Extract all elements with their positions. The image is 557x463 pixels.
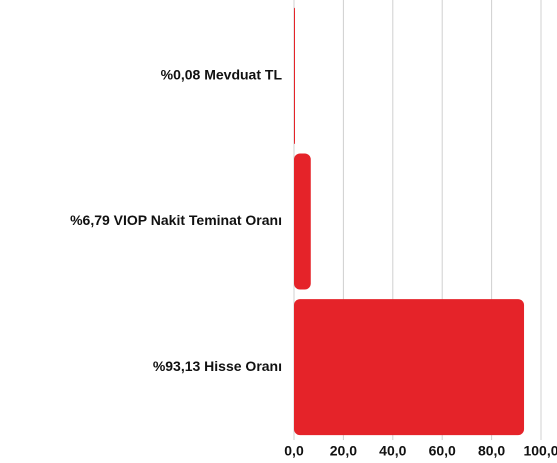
bar — [294, 299, 525, 436]
x-tick-label: 60,0 — [429, 443, 456, 459]
x-tick-label: 100,0 — [523, 443, 557, 459]
x-tick-label: 80,0 — [478, 443, 505, 459]
x-tick-label: 40,0 — [379, 443, 406, 459]
bar — [294, 7, 295, 144]
bar — [294, 153, 311, 290]
y-tick-label: %6,79 VIOP Nakit Teminat Oranı — [70, 212, 282, 228]
y-tick-label: %93,13 Hisse Oranı — [153, 358, 282, 374]
x-tick-label: 20,0 — [330, 443, 357, 459]
x-tick-label: 0,0 — [284, 443, 304, 459]
y-tick-label: %0,08 Mevduat TL — [161, 67, 283, 83]
